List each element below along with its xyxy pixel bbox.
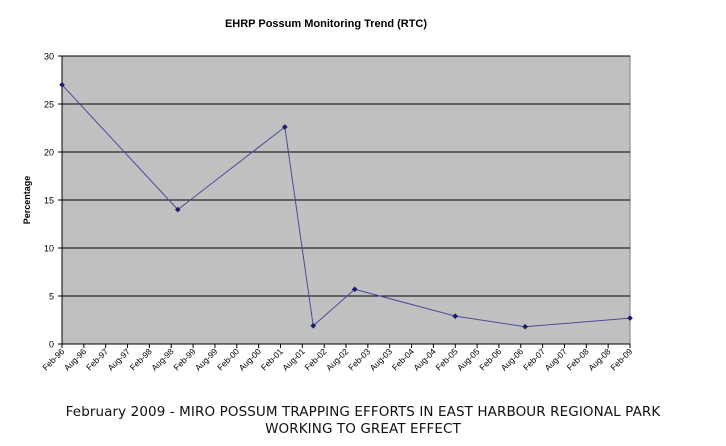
y-axis-label: Percentage	[22, 176, 32, 225]
data-point	[310, 322, 317, 329]
x-tick-label: Aug-97	[105, 346, 132, 373]
x-tick-label: Feb-03	[346, 346, 372, 372]
x-tick-label: Feb-04	[390, 346, 416, 372]
x-tick-label: Aug-99	[193, 346, 220, 373]
y-tick-label: 5	[49, 292, 54, 302]
data-point	[452, 313, 459, 319]
x-tick-label: Feb-97	[84, 346, 110, 372]
x-tick-label: Aug-07	[542, 346, 569, 373]
x-tick-label: Aug-98	[149, 346, 176, 373]
x-tick-label: Feb-01	[259, 346, 285, 372]
y-tick-label: 10	[44, 244, 54, 254]
x-tick-label: Feb-99	[171, 346, 197, 372]
x-tick-label: Feb-08	[565, 346, 591, 372]
y-tick-label: 15	[44, 196, 54, 206]
x-tick-label: Aug-01	[280, 346, 307, 373]
y-tick-label: 20	[44, 148, 54, 158]
y-tick-label: 30	[44, 52, 54, 62]
x-tick-label: Aug-05	[455, 346, 482, 373]
data-point	[174, 206, 181, 213]
data-point	[351, 286, 358, 293]
x-tick-label: Aug-03	[368, 346, 395, 373]
x-tick-label: Feb-96	[40, 346, 66, 372]
data-series	[59, 81, 633, 330]
series-line	[61, 84, 631, 328]
data-point	[627, 315, 633, 321]
y-tick-label: 25	[44, 100, 54, 110]
x-tick-label: Aug-02	[324, 346, 351, 373]
x-tick-label: Feb-06	[477, 346, 503, 372]
x-tick-label: Feb-07	[521, 346, 547, 372]
x-tick-label: Aug-08	[586, 346, 613, 373]
data-point	[522, 323, 528, 330]
x-tick-label: Feb-02	[302, 346, 328, 372]
chart-title: EHRP Possum Monitoring Trend (RTC)	[225, 18, 427, 30]
x-tick-label: Aug-06	[499, 346, 526, 373]
chart: EHRP Possum Monitoring Trend (RTC) Perce…	[22, 18, 635, 373]
data-point	[282, 124, 288, 130]
x-tick-label: Aug-96	[62, 346, 89, 373]
caption: February 2009 - MIRO POSSUM TRAPPING EFF…	[0, 404, 726, 438]
y-tick-label: 0	[49, 340, 54, 350]
x-tick-label: Aug-00	[237, 346, 264, 373]
y-tick-labels: 0 5 10 15 20 25 30	[44, 52, 54, 350]
x-tick-label: Feb-05	[434, 346, 460, 372]
x-tick-label: Feb-98	[128, 346, 154, 372]
x-tick-label: Aug-04	[411, 346, 438, 373]
x-tick-label: Feb-09	[608, 346, 634, 372]
axes	[58, 55, 631, 348]
x-tick-labels: Feb-96Aug-96Feb-97Aug-97Feb-98Aug-98Feb-…	[40, 346, 634, 373]
caption-line-2: WORKING TO GREAT EFFECT	[265, 421, 461, 437]
gridlines	[62, 55, 630, 297]
caption-line-1: February 2009 - MIRO POSSUM TRAPPING EFF…	[65, 404, 661, 420]
x-tick-label: Feb-00	[215, 346, 241, 372]
